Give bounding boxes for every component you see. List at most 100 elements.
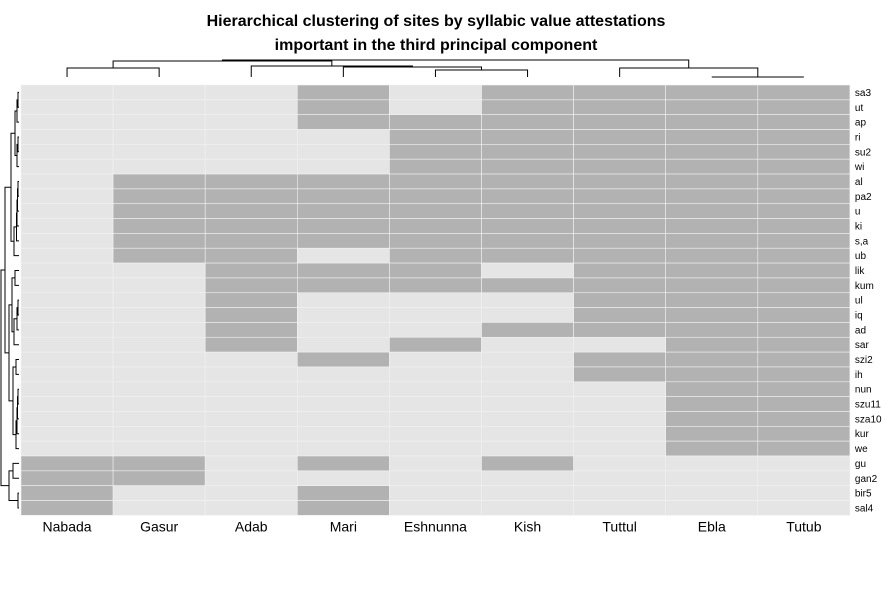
heatmap-cell bbox=[112, 411, 206, 427]
heatmap-cell bbox=[204, 129, 298, 145]
heatmap-cell bbox=[389, 411, 482, 427]
column-dendrogram-link bbox=[250, 65, 413, 77]
heatmap-cell bbox=[757, 426, 851, 442]
heatmap-cell bbox=[204, 307, 298, 323]
heatmap-cell bbox=[112, 440, 206, 457]
heatmap-cell bbox=[112, 99, 206, 115]
heatmap-cell bbox=[665, 188, 759, 205]
heatmap-cell bbox=[20, 203, 114, 219]
heatmap-cell bbox=[20, 114, 114, 130]
column-dendrogram-link bbox=[66, 67, 160, 77]
heatmap-cell bbox=[573, 262, 666, 279]
heatmap-cell bbox=[481, 277, 574, 294]
heatmap-cell bbox=[296, 485, 390, 501]
row-dendrogram-link bbox=[10, 132, 15, 242]
heatmap-cell bbox=[757, 322, 851, 338]
row-dendrogram-link bbox=[12, 462, 19, 479]
heatmap-cell bbox=[757, 292, 851, 308]
heatmap-cell bbox=[481, 351, 574, 368]
row-label: szi2 bbox=[855, 355, 873, 366]
heatmap-cell bbox=[481, 114, 574, 130]
heatmap-cell bbox=[20, 158, 114, 175]
heatmap-cell bbox=[757, 99, 851, 115]
heatmap-cell bbox=[389, 455, 482, 472]
column-label: Nabada bbox=[43, 518, 92, 534]
heatmap-cell bbox=[665, 262, 759, 279]
row-labels: sa3 ut ap ri su2 wi al pa2 u ki s,a ub lik kum ul iq ad s… bbox=[854, 88, 882, 515]
heatmap-cell bbox=[204, 470, 298, 486]
heatmap-cell bbox=[389, 307, 482, 323]
heatmap-cell bbox=[573, 114, 666, 130]
heatmap-cell bbox=[204, 336, 298, 353]
heatmap-cell bbox=[389, 440, 482, 457]
heatmap-cell bbox=[112, 262, 206, 279]
heatmap-cell bbox=[481, 233, 574, 249]
column-label: Eshnunna bbox=[404, 518, 467, 534]
heatmap-cell bbox=[20, 500, 114, 516]
heatmap-cell bbox=[296, 292, 390, 308]
heatmap-cell bbox=[204, 114, 298, 130]
heatmap-cell bbox=[481, 292, 574, 308]
heatmap-cell bbox=[481, 173, 574, 190]
heatmap-cell bbox=[204, 99, 298, 115]
heatmap-cell bbox=[204, 322, 298, 338]
heatmap-cell bbox=[665, 114, 759, 130]
heatmap-cell bbox=[665, 470, 759, 486]
heatmap-cell bbox=[296, 351, 390, 368]
heatmap-cell bbox=[481, 470, 574, 486]
heatmap-cell bbox=[112, 144, 206, 160]
row-label: kur bbox=[855, 429, 870, 440]
heatmap-cell bbox=[204, 173, 298, 190]
row-dendrogram bbox=[0, 91, 19, 509]
heatmap-cell bbox=[665, 411, 759, 427]
row-label: su2 bbox=[855, 147, 872, 158]
heatmap-cell bbox=[665, 336, 759, 353]
heatmap-cell bbox=[665, 322, 759, 338]
heatmap-cell bbox=[757, 396, 851, 412]
heatmap-cell bbox=[296, 247, 390, 264]
heatmap-cell bbox=[481, 322, 574, 338]
heatmap-cell bbox=[112, 336, 206, 353]
heatmap-cell bbox=[389, 203, 482, 219]
row-label: al bbox=[855, 177, 863, 188]
heatmap-cell bbox=[296, 218, 390, 234]
heatmap-cell bbox=[757, 129, 851, 145]
heatmap-cell bbox=[573, 218, 666, 234]
heatmap-cell bbox=[20, 396, 114, 412]
heatmap-cell bbox=[112, 500, 206, 516]
heatmap-cell bbox=[573, 470, 666, 486]
heatmap-cell bbox=[20, 84, 114, 101]
chart-title-line-2: important in the third principal compone… bbox=[275, 37, 598, 54]
row-label: s,a bbox=[855, 236, 869, 247]
heatmap-cell bbox=[481, 440, 574, 457]
heatmap-cell bbox=[481, 84, 574, 101]
heatmap-cell bbox=[20, 366, 114, 383]
heatmap-cell bbox=[573, 173, 666, 190]
heatmap-cell bbox=[573, 292, 666, 308]
heatmap-cell bbox=[112, 470, 206, 486]
heatmap-cell bbox=[296, 158, 390, 175]
heatmap-cell bbox=[112, 426, 206, 442]
heatmap-cell bbox=[573, 307, 666, 323]
heatmap-cell bbox=[204, 381, 298, 397]
heatmap-cell bbox=[296, 500, 390, 516]
heatmap-cell bbox=[389, 396, 482, 412]
heatmap-cell bbox=[665, 500, 759, 516]
heatmap-cell bbox=[112, 485, 206, 501]
heatmap-cell bbox=[389, 485, 482, 501]
heatmap-cell bbox=[573, 440, 666, 457]
row-label: kum bbox=[855, 281, 874, 292]
heatmap-cell bbox=[296, 366, 390, 383]
row-dendrogram-link bbox=[17, 136, 19, 153]
heatmap-cell bbox=[665, 129, 759, 145]
heatmap-cell bbox=[204, 84, 298, 101]
heatmap-cell bbox=[757, 366, 851, 383]
heatmap-cell bbox=[481, 262, 574, 279]
column-dendrogram-link bbox=[221, 59, 690, 68]
heatmap-cell bbox=[481, 426, 574, 442]
column-dendrogram-link bbox=[619, 67, 759, 77]
heatmap-cell bbox=[665, 173, 759, 190]
row-label: wi bbox=[854, 162, 864, 173]
heatmap-cell bbox=[389, 381, 482, 397]
